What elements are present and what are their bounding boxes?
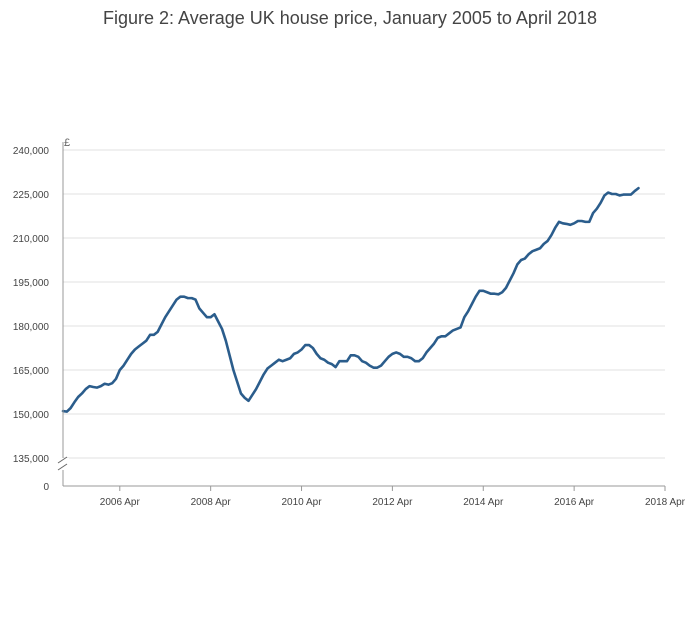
- y-tick-label: 210,000: [13, 234, 50, 245]
- x-tick-label: 2012 Apr: [372, 497, 413, 508]
- axis-break-mark: [57, 463, 68, 471]
- x-tick-label: 2006 Apr: [100, 497, 141, 508]
- x-tick-label: 2016 Apr: [554, 497, 595, 508]
- x-tick-label: 2014 Apr: [463, 497, 504, 508]
- x-tick-label: 2018 Apr: [645, 497, 686, 508]
- x-axis: 2006 Apr 2008 Apr 2010 Apr 2012 Apr 2014 Apr…: [100, 486, 686, 508]
- series-line-house-price: [61, 186, 640, 413]
- y-tick-label: 180,000: [13, 322, 50, 333]
- y-tick-label: 150,000: [13, 410, 50, 421]
- x-tick-label: 2010 Apr: [282, 497, 323, 508]
- y-tick-label-zero: 0: [43, 482, 49, 493]
- axis-break-mark: [57, 456, 68, 464]
- grid-lines: [63, 149, 665, 487]
- x-tick-label: 2008 Apr: [191, 497, 232, 508]
- y-axis-ticks: 135,000 150,000 165,000 180,000 195,000 210,0…: [13, 146, 50, 493]
- y-tick-label: 135,000: [13, 454, 50, 465]
- y-tick-label: 195,000: [13, 278, 50, 289]
- y-tick-label: 165,000: [13, 366, 50, 377]
- axis-decor: £: [57, 137, 70, 486]
- y-tick-label: 240,000: [13, 146, 50, 157]
- series-group: [61, 186, 640, 413]
- chart-title: Figure 2: Average UK house price, Januar…: [103, 8, 597, 28]
- axis-break-mask: [57, 458, 69, 470]
- y-unit-label: £: [64, 137, 70, 149]
- y-tick-label: 225,000: [13, 190, 50, 201]
